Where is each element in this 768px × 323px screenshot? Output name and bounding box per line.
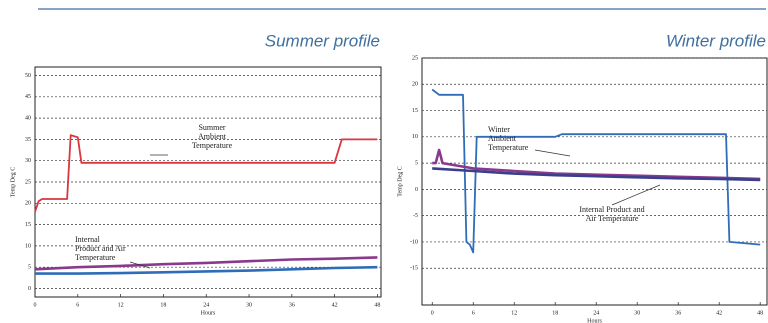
annotation: Temperature <box>488 143 529 152</box>
series-line <box>432 167 761 182</box>
chart-title: Winter profile <box>666 31 766 50</box>
x-tick-label: 0 <box>34 302 37 308</box>
annotation: Ambient <box>488 134 517 143</box>
annotation: Summer <box>198 123 225 132</box>
y-tick-label: 50 <box>25 73 31 79</box>
series-line <box>34 134 378 213</box>
x-tick-label: 30 <box>246 302 252 308</box>
annotation-arrow <box>534 149 571 157</box>
series-line <box>431 88 761 254</box>
annotation: Air Temperature <box>586 214 639 223</box>
x-tick-label: 30 <box>634 310 640 316</box>
y-tick-label: 25 <box>25 179 31 185</box>
x-axis-label: Hours <box>201 310 216 316</box>
y-tick-label: 5 <box>28 265 31 271</box>
x-tick-label: 0 <box>431 310 434 316</box>
annotation: Temperature <box>192 141 233 150</box>
x-tick-label: 48 <box>757 310 763 316</box>
y-tick-label: 10 <box>25 243 31 249</box>
x-tick-label: 42 <box>716 310 722 316</box>
x-tick-label: 24 <box>203 302 209 308</box>
series-line <box>35 265 378 275</box>
y-tick-label: 40 <box>25 115 31 121</box>
x-tick-label: 12 <box>118 302 124 308</box>
y-axis-label: Temp Deg C <box>397 166 403 197</box>
annotation: Ambient <box>198 132 227 141</box>
annotation: Winter <box>488 125 510 134</box>
y-axis-label: Temp Deg C <box>10 167 16 198</box>
x-axis-label: Hours <box>587 318 602 323</box>
x-tick-label: 42 <box>332 302 338 308</box>
y-tick-label: 20 <box>412 82 418 88</box>
x-tick-label: 36 <box>675 310 681 316</box>
y-tick-label: 45 <box>25 94 31 100</box>
series-line <box>432 148 761 181</box>
chart-title: Summer profile <box>265 31 380 50</box>
x-tick-label: 48 <box>374 302 380 308</box>
x-tick-label: 12 <box>511 310 517 316</box>
series-line <box>34 256 378 271</box>
y-tick-label: -5 <box>413 213 418 219</box>
annotation: Temperature <box>75 253 116 262</box>
y-tick-label: 10 <box>412 134 418 140</box>
y-tick-label: 20 <box>25 201 31 207</box>
x-tick-label: 36 <box>289 302 295 308</box>
y-tick-label: 35 <box>25 137 31 143</box>
x-tick-label: 18 <box>552 310 558 316</box>
y-tick-label: 30 <box>25 158 31 164</box>
x-tick-label: 6 <box>472 310 475 316</box>
annotation-arrow <box>611 184 661 206</box>
annotation: Internal Product and <box>579 205 644 214</box>
annotation: Internal <box>75 235 101 244</box>
y-tick-label: 15 <box>25 222 31 228</box>
annotation: Product and Air <box>75 244 126 253</box>
y-tick-label: 0 <box>415 187 418 193</box>
x-tick-label: 18 <box>160 302 166 308</box>
y-tick-label: 5 <box>415 160 418 166</box>
y-tick-label: -15 <box>410 266 418 272</box>
annotation-arrow <box>129 261 151 269</box>
y-tick-label: -10 <box>410 239 418 245</box>
x-tick-label: 24 <box>593 310 599 316</box>
x-tick-label: 6 <box>76 302 79 308</box>
y-tick-label: 25 <box>412 55 418 61</box>
y-tick-label: 15 <box>412 108 418 114</box>
y-tick-label: 0 <box>28 286 31 292</box>
